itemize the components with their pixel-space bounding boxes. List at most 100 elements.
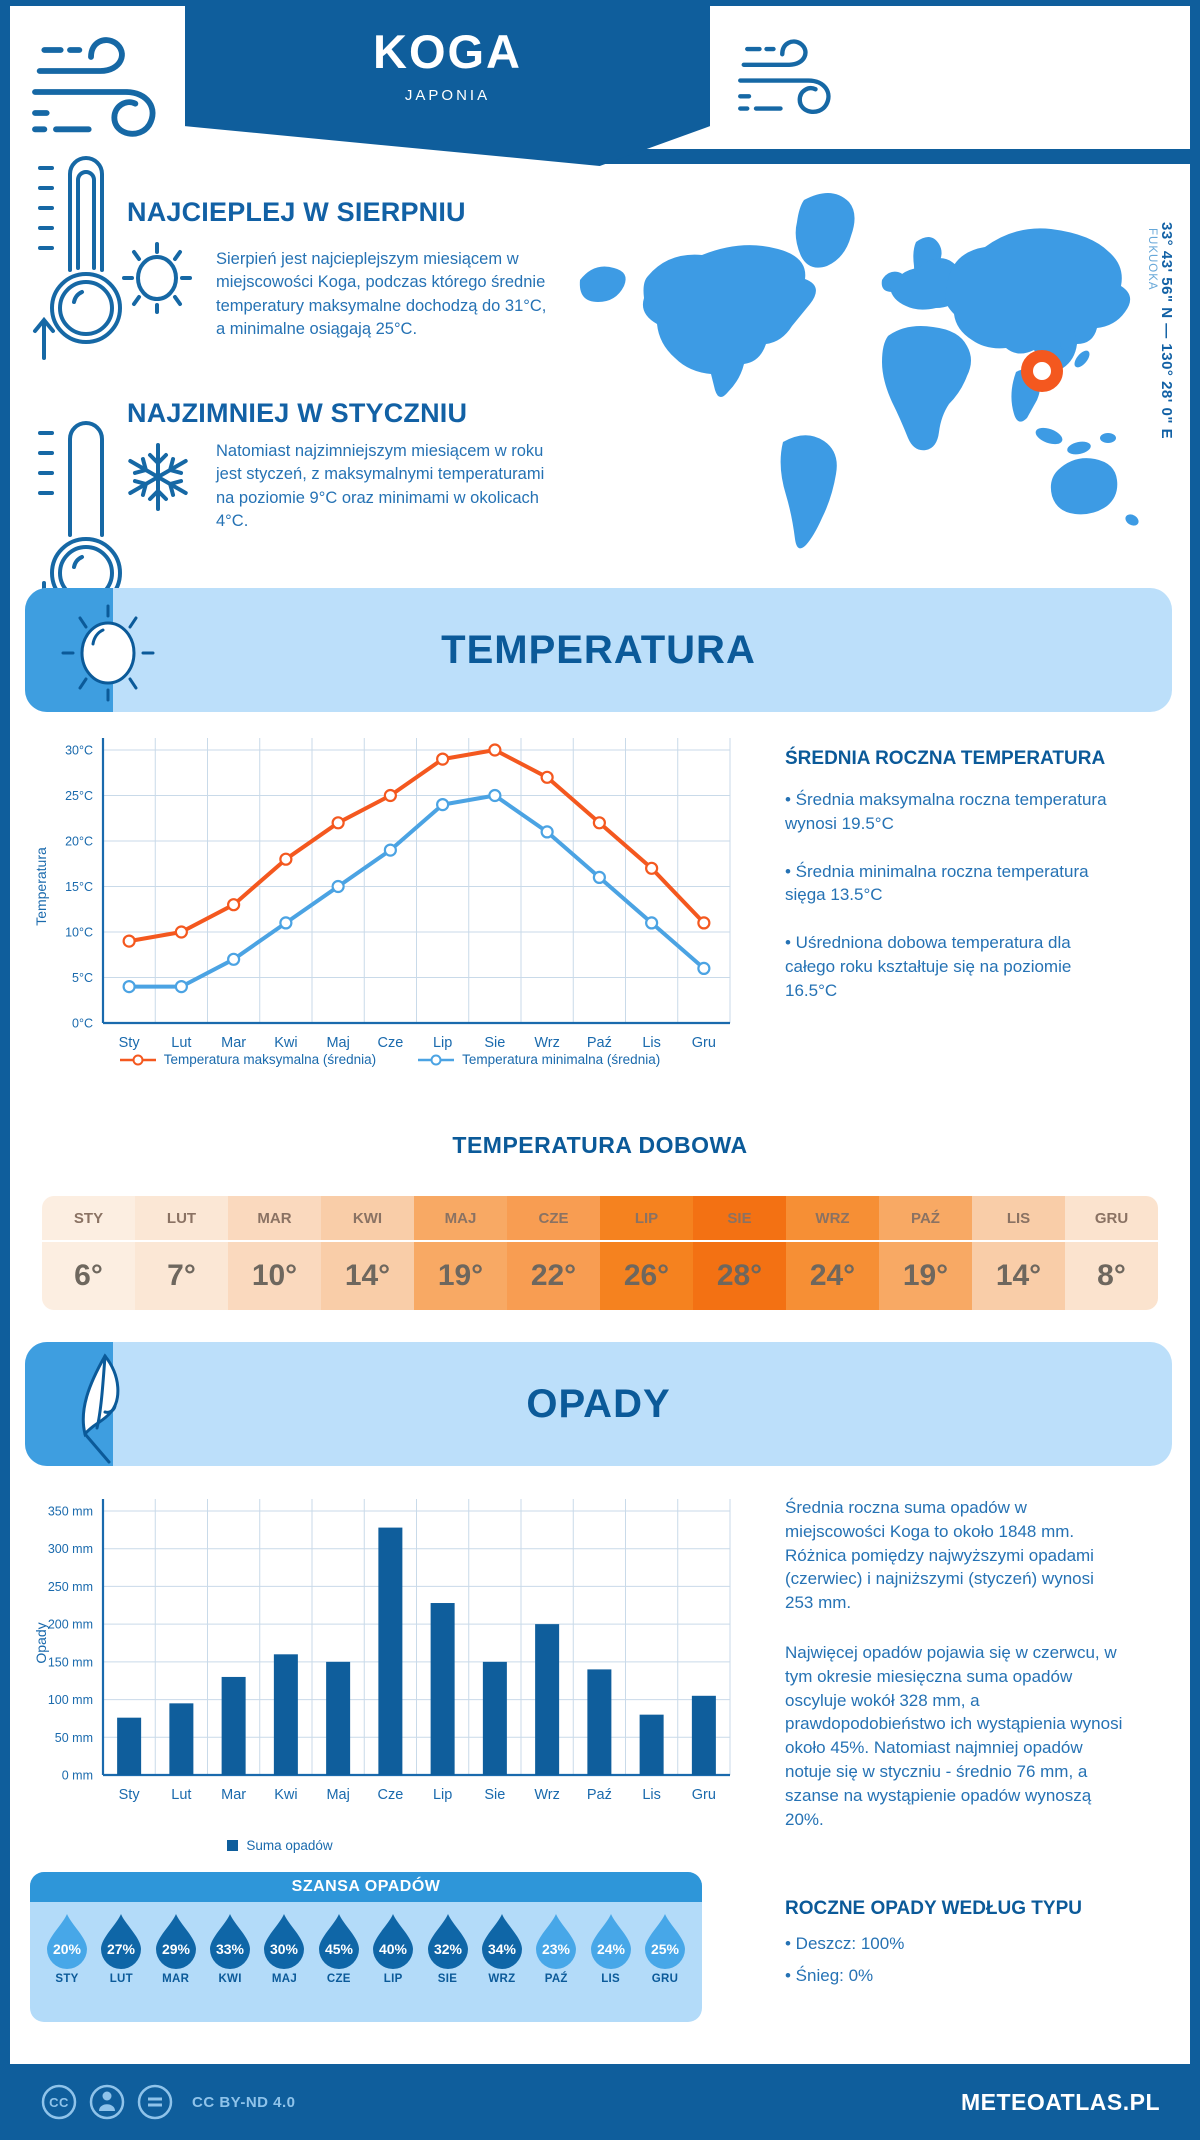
- rain-chance-drop: 23% PAŹ: [531, 1912, 581, 1985]
- header-accent-band: [598, 149, 1190, 164]
- svg-text:150 mm: 150 mm: [48, 1655, 93, 1669]
- daily-temp-cell: LIP 26°: [600, 1196, 693, 1310]
- legend-label: Suma opadów: [246, 1838, 333, 1853]
- svg-text:Opady: Opady: [33, 1622, 49, 1663]
- svg-text:23%: 23%: [542, 1941, 571, 1957]
- svg-text:Sty: Sty: [119, 1787, 141, 1803]
- legend-label: Temperatura minimalna (średnia): [462, 1052, 661, 1067]
- wind-icon: [735, 28, 840, 138]
- precip-type-bullet: • Deszcz: 100%: [785, 1934, 905, 1953]
- svg-text:Wrz: Wrz: [534, 1035, 560, 1051]
- svg-text:10°C: 10°C: [65, 926, 93, 940]
- annual-temp-bullet: • Uśredniona dobowa temperatura dla całe…: [785, 933, 1072, 1000]
- daily-temp-value: 22°: [530, 1259, 577, 1292]
- annual-temp-bullets: • Średnia maksymalna roczna temperatura …: [785, 788, 1121, 1003]
- daily-temp-cell: LIS 14°: [972, 1196, 1065, 1310]
- cc-nd-icon: [137, 2084, 173, 2120]
- svg-text:25°C: 25°C: [65, 789, 93, 803]
- snowflake-icon: [122, 438, 194, 521]
- page-title: KOGA: [373, 25, 522, 78]
- coordinates-block: 33° 43' 56" N — 130° 28' 0" E FUKUOKA: [1146, 222, 1175, 522]
- droplet-icon: 30%: [264, 1914, 305, 1969]
- svg-text:Sie: Sie: [484, 1035, 505, 1051]
- svg-text:40%: 40%: [379, 1941, 408, 1957]
- droplet-icon: 34%: [481, 1914, 522, 1969]
- droplet-icon: 25%: [644, 1914, 685, 1969]
- precipitation-section-band: OPADY: [25, 1342, 1172, 1466]
- svg-text:Paź: Paź: [587, 1035, 612, 1051]
- coordinates-text: 33° 43' 56" N — 130° 28' 0" E: [1158, 222, 1175, 440]
- rain-chance-drop: 45% CZE: [314, 1912, 364, 1985]
- rain-chance-drop: 40% LIP: [368, 1912, 418, 1985]
- daily-temp-value: 14°: [344, 1259, 391, 1292]
- droplet-icon: 20%: [47, 1914, 87, 1969]
- svg-text:Cze: Cze: [377, 1035, 403, 1051]
- page-subtitle: JAPONIA: [404, 87, 491, 104]
- rain-chance-drop: 25% GRU: [640, 1912, 690, 1985]
- world-map: [552, 158, 1152, 568]
- cc-icon: CC: [41, 2084, 77, 2120]
- daily-temp-value: 14°: [995, 1259, 1042, 1292]
- highlight-cold-text: Natomiast najzimniejszym miesiącem w rok…: [216, 442, 545, 531]
- svg-text:20%: 20%: [53, 1941, 82, 1957]
- svg-text:Lis: Lis: [642, 1787, 661, 1803]
- annual-temp-bullet: • Średnia maksymalna roczna temperatura …: [785, 790, 1107, 833]
- daily-temp-cell: KWI 14°: [321, 1196, 414, 1310]
- daily-temp-value: 10°: [251, 1259, 298, 1292]
- rain-chance-drop: 20% STY: [42, 1912, 92, 1985]
- svg-text:Temperatura: Temperatura: [33, 847, 49, 926]
- region-label: FUKUOKA: [1146, 228, 1158, 291]
- legend-marker-icon: [418, 1054, 455, 1065]
- drop-month-label: KWI: [218, 1973, 242, 1985]
- svg-text:100 mm: 100 mm: [48, 1693, 93, 1707]
- legend-marker-icon: [119, 1054, 156, 1065]
- svg-text:30%: 30%: [270, 1941, 299, 1957]
- daily-temp-value: 26°: [623, 1259, 670, 1292]
- daily-temp-month: GRU: [1065, 1196, 1158, 1242]
- drop-month-label: SIE: [437, 1973, 458, 1985]
- rain-chance-drop: 32% SIE: [423, 1912, 473, 1985]
- precipitation-paragraph: Najwięcej opadów pojawia się w czerwcu, …: [785, 1642, 1123, 1829]
- rain-chance-drop: 33% KWI: [205, 1912, 255, 1985]
- precipitation-chance-drops: 20% STY 27% LUT 29% MAR 33% KWI 30% MAJ …: [30, 1902, 702, 1985]
- daily-temp-cell: LUT 7°: [135, 1196, 228, 1310]
- drop-month-label: PAŹ: [544, 1973, 568, 1985]
- precipitation-chance-panel: SZANSA OPADÓW 20% STY 27% LUT 29% MAR 33…: [30, 1872, 702, 2022]
- temperature-chart-legend: Temperatura maksymalna (średnia) Tempera…: [60, 1052, 720, 1067]
- svg-text:Paź: Paź: [587, 1787, 612, 1803]
- daily-temp-value: 24°: [809, 1259, 856, 1292]
- svg-text:50 mm: 50 mm: [55, 1731, 93, 1745]
- daily-temp-month: CZE: [507, 1196, 600, 1242]
- daily-temp-cell: CZE 22°: [507, 1196, 600, 1310]
- svg-text:0°C: 0°C: [72, 1017, 93, 1031]
- svg-text:Maj: Maj: [326, 1035, 349, 1051]
- drop-month-label: WRZ: [488, 1973, 516, 1985]
- droplet-icon: 40%: [373, 1914, 414, 1969]
- svg-text:250 mm: 250 mm: [48, 1580, 93, 1594]
- legend-item: Temperatura maksymalna (średnia): [119, 1052, 376, 1067]
- daily-temp-cell: GRU 8°: [1065, 1196, 1158, 1310]
- svg-text:300 mm: 300 mm: [48, 1542, 93, 1556]
- sun-band-icon: [61, 604, 155, 702]
- svg-text:Lis: Lis: [642, 1035, 661, 1051]
- daily-temp-table: STY 6° LUT 7° MAR 10° KWI 14° MAJ 19° CZE 22°…: [42, 1196, 1158, 1310]
- svg-text:Cze: Cze: [377, 1787, 403, 1803]
- svg-text:29%: 29%: [162, 1941, 191, 1957]
- wind-icon: [28, 22, 168, 167]
- daily-temp-cell: STY 6°: [42, 1196, 135, 1310]
- umbrella-icon: [81, 1353, 120, 1464]
- daily-temp-cell: PAŹ 19°: [879, 1196, 972, 1310]
- precip-type-bullet: • Śnieg: 0%: [785, 1965, 874, 1985]
- daily-temp-month: MAR: [228, 1196, 321, 1242]
- daily-temp-value: 7°: [167, 1259, 196, 1292]
- temperature-line-chart: 0°C 5°C 10°C 15°C 20°C 25°C 30°C Temperatura Sty…: [30, 725, 740, 1075]
- svg-text:Gru: Gru: [692, 1035, 716, 1051]
- svg-text:27%: 27%: [107, 1941, 136, 1957]
- svg-text:Lip: Lip: [433, 1787, 452, 1803]
- droplet-icon: 32%: [427, 1914, 468, 1969]
- footer: CC CC BY-ND 4.0 METEOATLAS.PL: [0, 2064, 1200, 2140]
- svg-text:Lut: Lut: [171, 1035, 191, 1051]
- svg-text:Wrz: Wrz: [534, 1787, 560, 1803]
- frame-right-border: [1190, 0, 1200, 2140]
- daily-temp-month: STY: [42, 1196, 135, 1242]
